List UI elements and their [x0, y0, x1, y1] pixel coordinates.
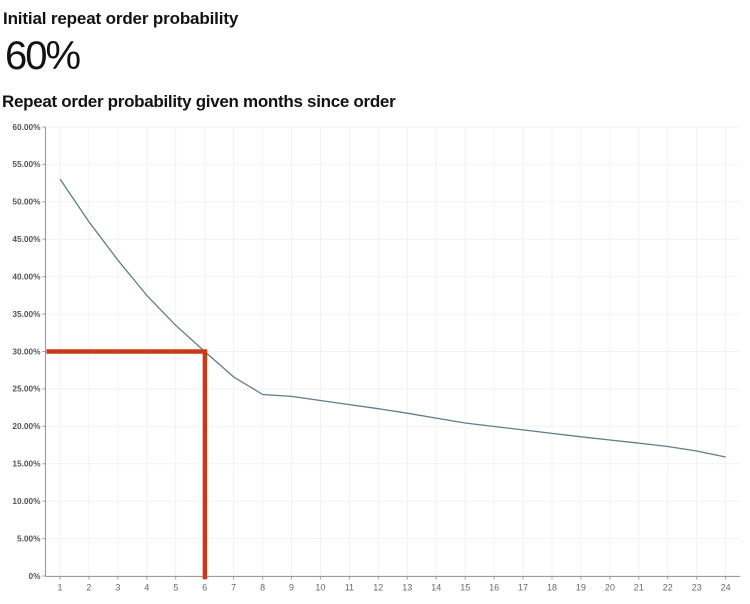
svg-text:1: 1: [57, 583, 62, 593]
svg-text:40.00%: 40.00%: [12, 272, 41, 282]
svg-text:30.00%: 30.00%: [12, 346, 41, 356]
svg-text:45.00%: 45.00%: [12, 234, 41, 244]
svg-text:60.00%: 60.00%: [12, 122, 41, 132]
svg-text:8: 8: [260, 583, 265, 593]
svg-text:17: 17: [518, 583, 528, 593]
svg-text:9: 9: [289, 583, 294, 593]
svg-text:7: 7: [231, 583, 236, 593]
svg-text:23: 23: [692, 583, 702, 593]
svg-text:18: 18: [547, 583, 557, 593]
svg-text:19: 19: [576, 583, 586, 593]
svg-text:25.00%: 25.00%: [12, 384, 41, 394]
svg-text:20.00%: 20.00%: [12, 421, 41, 431]
svg-text:10.00%: 10.00%: [12, 496, 41, 506]
svg-text:5: 5: [173, 583, 178, 593]
svg-text:12: 12: [373, 583, 383, 593]
svg-text:20: 20: [605, 583, 615, 593]
svg-text:16: 16: [489, 583, 499, 593]
svg-text:21: 21: [634, 583, 644, 593]
svg-text:0%: 0%: [29, 571, 42, 581]
svg-text:14: 14: [431, 583, 441, 593]
svg-text:4: 4: [144, 583, 149, 593]
svg-text:3: 3: [115, 583, 120, 593]
svg-text:15: 15: [460, 583, 470, 593]
svg-text:24: 24: [721, 583, 731, 593]
svg-text:10: 10: [315, 583, 325, 593]
svg-text:35.00%: 35.00%: [12, 309, 41, 319]
svg-text:13: 13: [402, 583, 412, 593]
svg-text:55.00%: 55.00%: [12, 159, 41, 169]
svg-text:2: 2: [86, 583, 91, 593]
svg-text:22: 22: [663, 583, 673, 593]
svg-text:6: 6: [202, 583, 207, 593]
svg-text:11: 11: [345, 583, 354, 593]
svg-text:15.00%: 15.00%: [12, 459, 41, 469]
svg-text:50.00%: 50.00%: [12, 197, 41, 207]
svg-text:5.00%: 5.00%: [17, 533, 41, 543]
